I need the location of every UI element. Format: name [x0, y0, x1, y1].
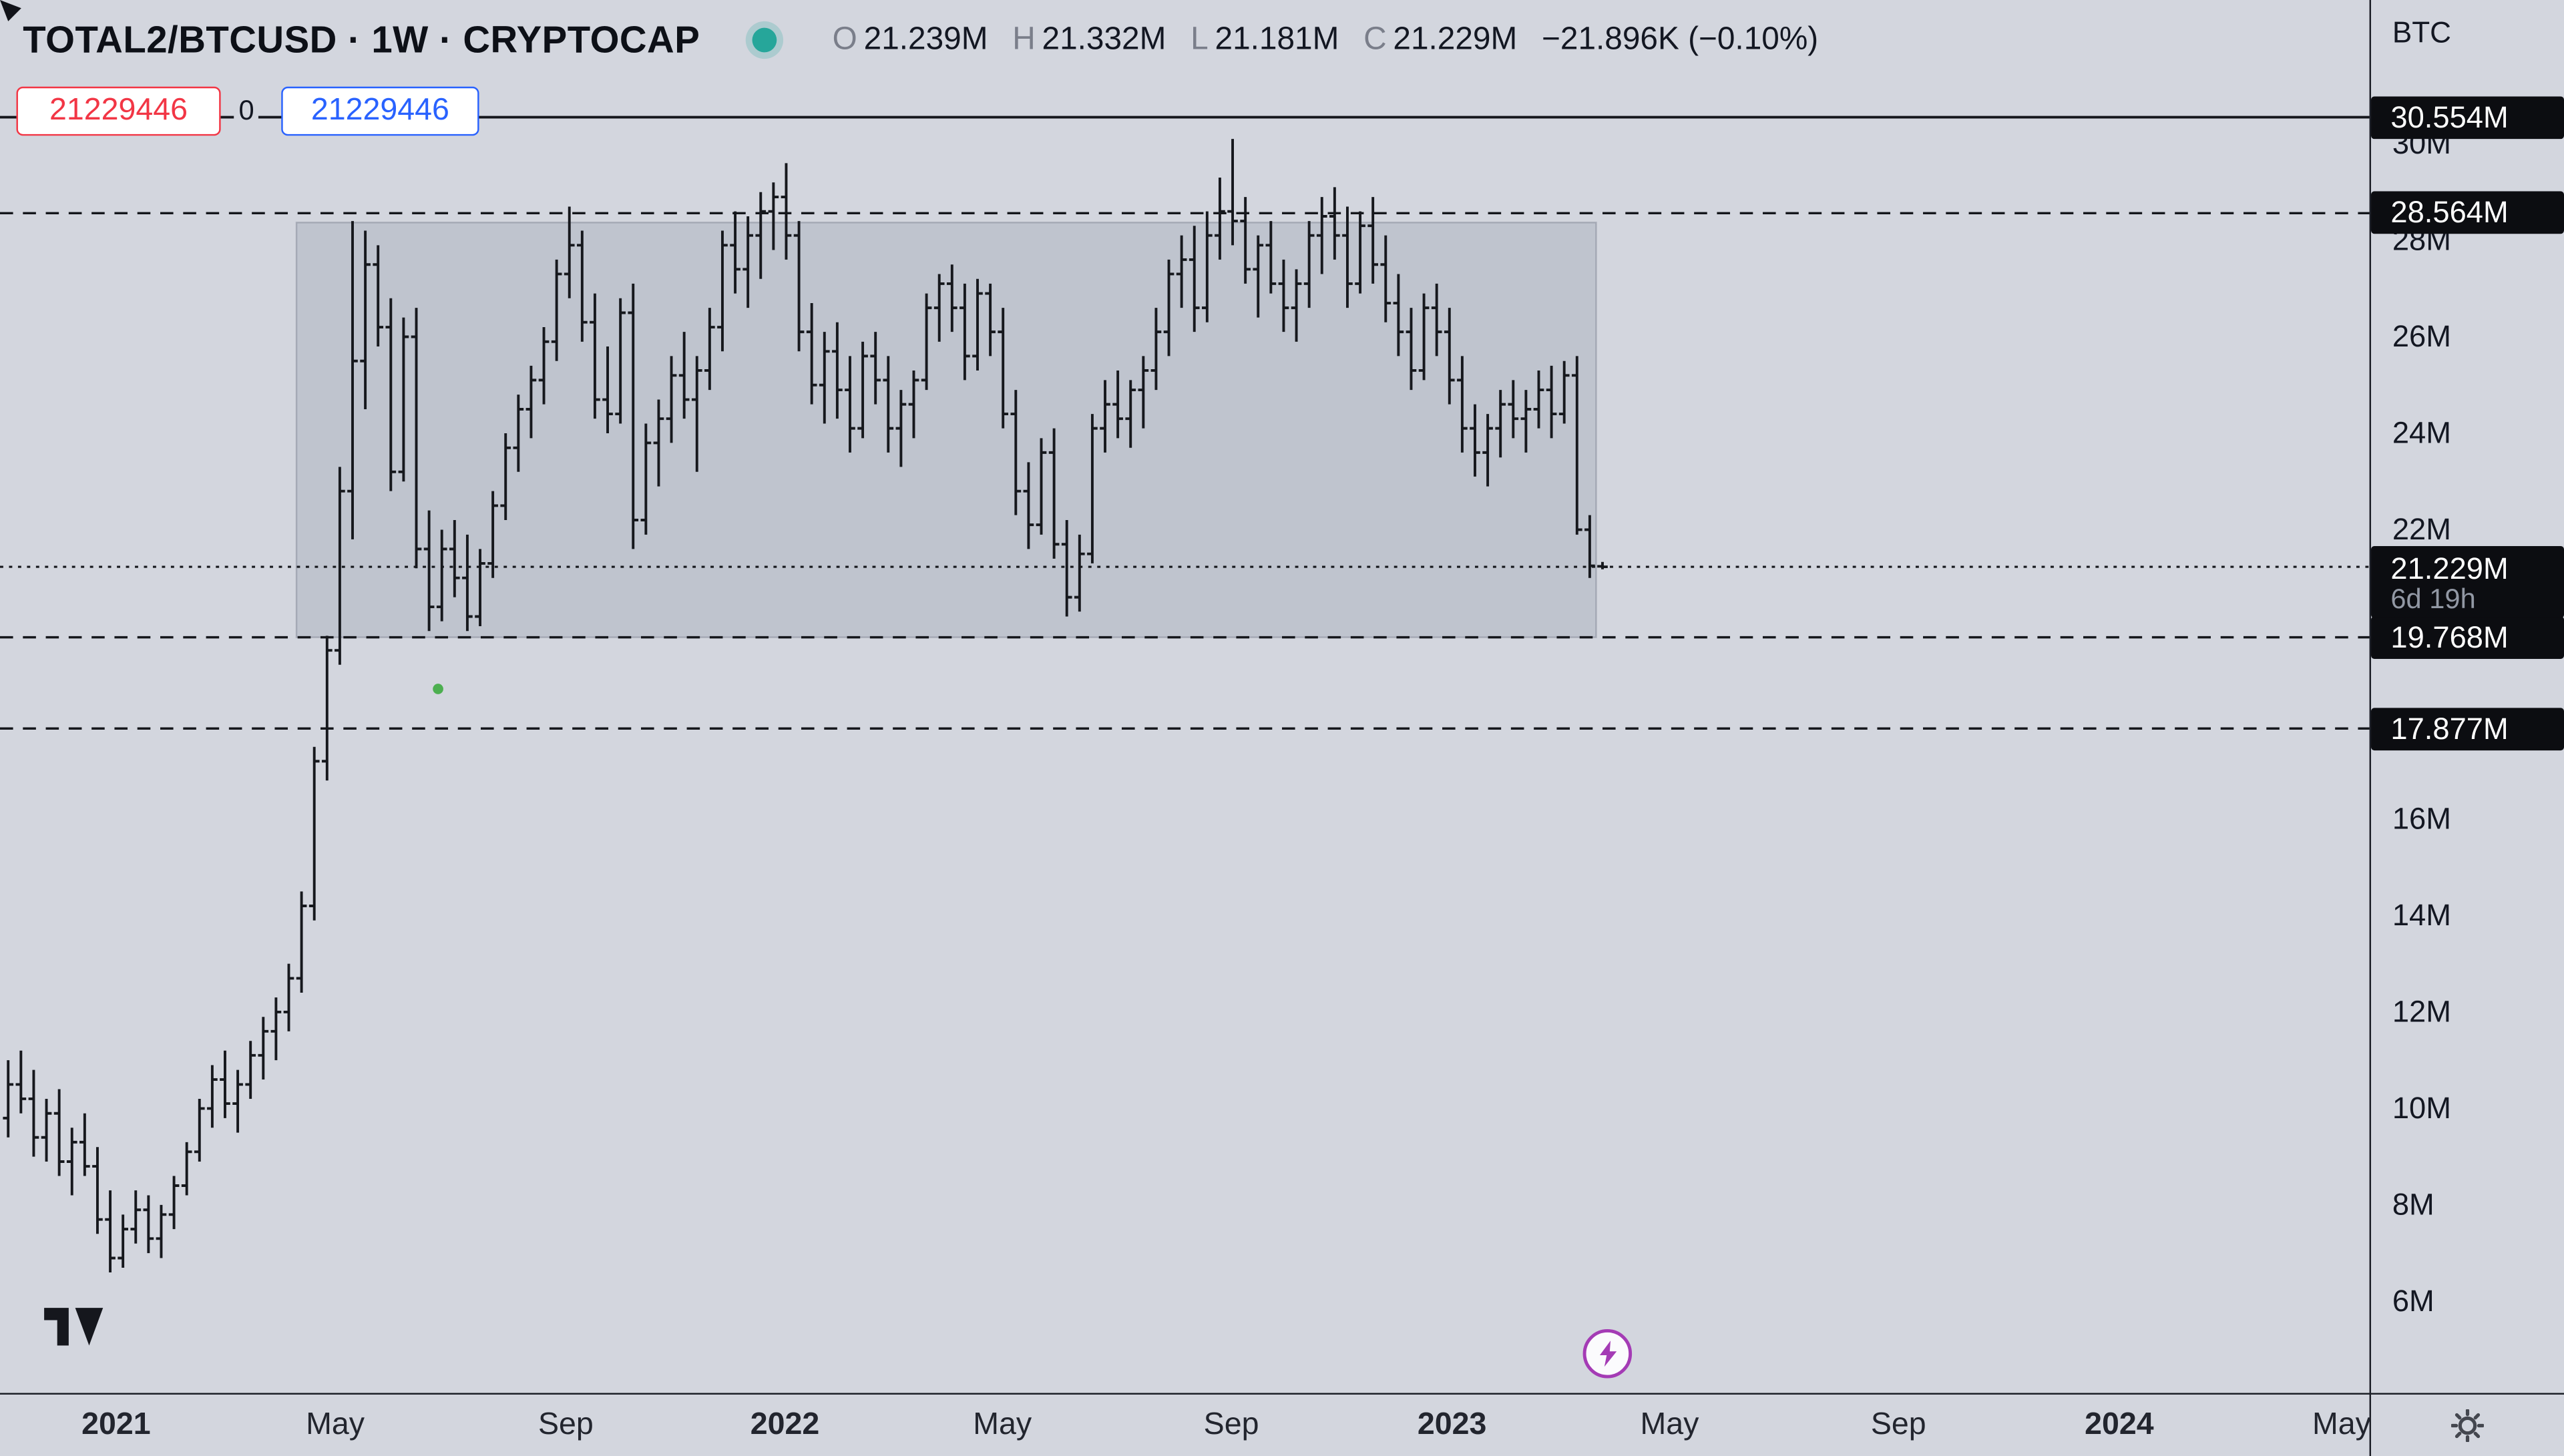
- low-label: L: [1191, 21, 1209, 57]
- price-tick-label: 12M: [2392, 993, 2452, 1029]
- time-tick-label: May: [973, 1407, 1032, 1442]
- market-status-icon[interactable]: [752, 27, 777, 53]
- low-value: 21.181M: [1215, 21, 1339, 57]
- time-axis[interactable]: 2021 May Sep 2022 May Sep 2023 May Sep 2024 May: [0, 1393, 2564, 1456]
- close-value: 21.229M: [1393, 21, 1518, 57]
- symbol-title[interactable]: TOTAL2/BTCUSD · 1W · CRYPTOCAP: [23, 17, 700, 61]
- open-value: 21.239M: [863, 21, 988, 57]
- symbol-title-row: TOTAL2/BTCUSD · 1W · CRYPTOCAP O 21.239M …: [23, 18, 1818, 62]
- red-price-tag[interactable]: 21229446: [16, 86, 221, 136]
- price-level-badge: 30.554M: [2371, 95, 2564, 139]
- close-label: C: [1363, 21, 1387, 57]
- time-tick-label: May: [2312, 1407, 2371, 1442]
- time-tick-label: 2024: [2085, 1407, 2154, 1442]
- range-box[interactable]: [295, 222, 1597, 638]
- price-tick-label: 8M: [2392, 1186, 2434, 1222]
- open-label: O: [832, 21, 857, 57]
- price-axis[interactable]: BTC 21.229M 6d 19h 30M 28M 26M 24M 22M 16M 14M…: [2369, 0, 2564, 1393]
- time-tick-label: Sep: [1870, 1407, 1926, 1442]
- ohlc-bars-series: [3, 139, 1608, 1273]
- blue-price-tag[interactable]: 21229446: [281, 86, 479, 136]
- price-level-badge: 19.768M: [2371, 616, 2564, 659]
- price-tick-label: 10M: [2392, 1090, 2452, 1125]
- chart-dot-marker: [433, 684, 443, 694]
- time-tick-label: 2023: [1417, 1407, 1487, 1442]
- settings-gear-icon[interactable]: [2451, 1409, 2484, 1442]
- price-tick-label: 22M: [2392, 511, 2452, 546]
- time-tick-label: 2022: [750, 1407, 820, 1442]
- tag-zero-label: 0: [234, 95, 260, 128]
- lightning-button[interactable]: [1582, 1329, 1633, 1379]
- current-price-value: 21.229M: [2390, 550, 2509, 585]
- high-value: 21.332M: [1042, 21, 1166, 57]
- current-price-badge: 21.229M 6d 19h: [2371, 545, 2564, 618]
- mouse-cursor: [0, 0, 21, 21]
- price-tick-label: 6M: [2392, 1283, 2434, 1318]
- price-tick-label: 16M: [2392, 801, 2452, 836]
- high-label: H: [1012, 21, 1036, 57]
- tradingview-logo[interactable]: [43, 1301, 105, 1350]
- bar-countdown: 6d 19h: [2390, 583, 2476, 615]
- price-tick-label: 14M: [2392, 897, 2452, 932]
- price-tick-label: 26M: [2392, 318, 2452, 353]
- price-level-badge: 17.877M: [2371, 707, 2564, 750]
- price-chart-canvas[interactable]: [0, 0, 2370, 1393]
- price-tick-label: 24M: [2392, 415, 2452, 450]
- ohlc-readout: O 21.239M H 21.332M L 21.181M C 21.229M −21.…: [833, 21, 1819, 59]
- time-axis-corner: [2369, 1394, 2564, 1456]
- price-level-badge: 28.564M: [2371, 192, 2564, 235]
- time-tick-label: May: [306, 1407, 365, 1442]
- time-tick-label: Sep: [1203, 1407, 1259, 1442]
- change-value: −21.896K (−0.10%): [1542, 21, 1819, 57]
- lightning-bolt-icon: [1598, 1341, 1616, 1367]
- time-tick-label: 2021: [81, 1407, 151, 1442]
- time-tick-label: Sep: [538, 1407, 594, 1442]
- quote-currency-label[interactable]: BTC: [2392, 16, 2452, 49]
- time-tick-label: May: [1640, 1407, 1699, 1442]
